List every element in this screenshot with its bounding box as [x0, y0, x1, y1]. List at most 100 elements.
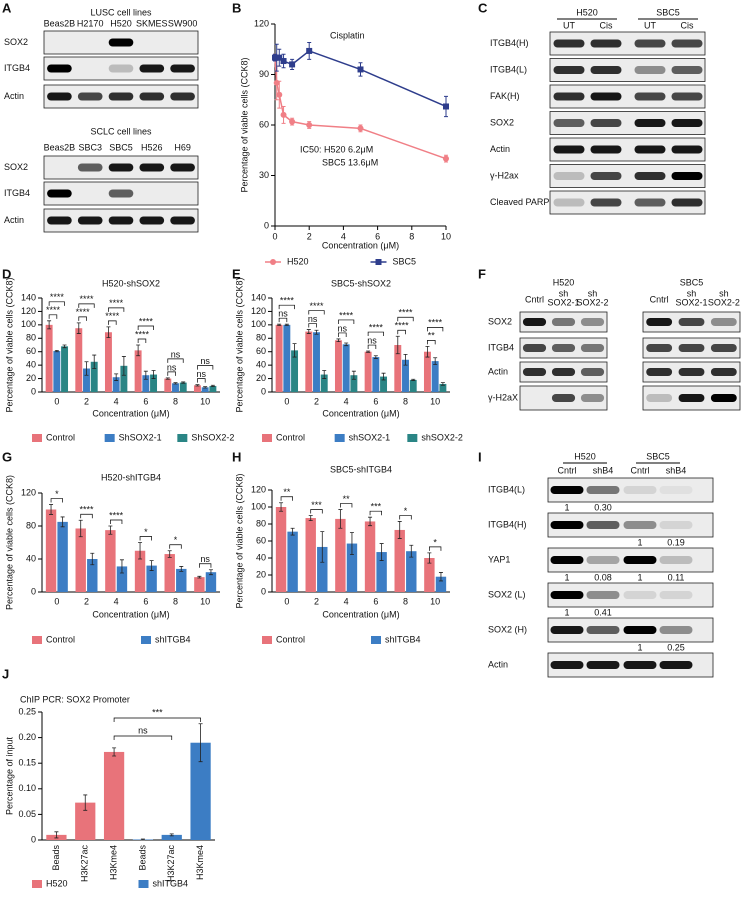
annotation: SBC5 13.6μM — [322, 157, 378, 167]
x-tick-label: 0 — [54, 396, 59, 406]
bar — [376, 552, 387, 592]
quant-label: 1 — [637, 572, 642, 582]
bar — [120, 365, 128, 392]
significance-label: ns — [171, 349, 181, 359]
x-tick-label: 2 — [84, 596, 89, 606]
blot-band — [550, 486, 584, 494]
y-tick-label: 60 — [259, 119, 269, 129]
blot-band — [710, 394, 737, 402]
row-label: SOX2 — [488, 316, 512, 326]
row-label: Actin — [488, 659, 508, 669]
blot-band — [551, 344, 576, 352]
legend-label: shSOX2-2 — [421, 432, 463, 442]
error-bar — [203, 386, 208, 389]
y-tick-label: 0.25 — [18, 706, 36, 716]
group-label: SBC5 — [646, 451, 670, 461]
bar — [150, 374, 158, 392]
blot-band — [553, 172, 585, 180]
panel-letter: D — [2, 266, 11, 281]
lane-label: Beas2B — [44, 18, 76, 28]
x-tick-label: 6 — [375, 231, 380, 241]
bar — [179, 382, 187, 392]
lane-label: sh — [687, 288, 697, 298]
bar — [435, 576, 447, 592]
error-bar — [138, 542, 143, 560]
blot-band — [170, 64, 195, 73]
row-label: SOX2 — [4, 162, 28, 172]
error-bar — [395, 335, 400, 355]
row-label: ITGB4 — [488, 342, 514, 352]
point — [276, 91, 283, 98]
error-bar — [136, 344, 141, 357]
legend-swatch — [104, 434, 115, 442]
row-label: Actin — [4, 215, 24, 225]
x-tick-label: H3K27ac — [80, 845, 90, 883]
significance-label: **** — [50, 292, 65, 302]
y-tick-label: 0 — [31, 386, 36, 396]
x-tick-label: 10 — [200, 396, 210, 406]
quant-label: 1 — [637, 537, 642, 547]
bar — [142, 375, 150, 392]
blot-band — [710, 344, 737, 352]
significance-bracket — [369, 510, 382, 516]
blot-title: LUSC cell lines — [90, 7, 152, 17]
error-bar — [336, 338, 341, 343]
lane-label: UT — [644, 20, 656, 30]
x-tick-label: 8 — [173, 396, 178, 406]
blot-band — [671, 66, 703, 74]
significance-bracket — [50, 498, 63, 503]
significance-bracket — [429, 546, 442, 551]
blot-band — [634, 145, 666, 154]
significance-label: **** — [398, 308, 413, 318]
blot-band — [623, 661, 657, 669]
bar — [164, 554, 175, 592]
x-tick-label: 2 — [314, 596, 319, 606]
y-tick-label: 80 — [26, 520, 36, 530]
significance-label: * — [55, 489, 59, 499]
x-tick-label: 10 — [430, 396, 440, 406]
bar — [317, 546, 328, 592]
chart-title: SBC5-shITGB4 — [330, 464, 392, 474]
x-tick-label: H3Kme4 — [195, 845, 205, 880]
quant-label: 1 — [564, 607, 569, 617]
error-bar — [433, 357, 438, 365]
error-bar — [366, 350, 371, 353]
lane-label: Cntrl — [525, 294, 544, 304]
x-tick-label: 10 — [430, 596, 440, 606]
significance-label: ns — [200, 356, 210, 366]
y-tick-label: 100 — [251, 319, 266, 329]
blot-frame — [549, 111, 706, 135]
bar — [320, 374, 328, 392]
significance-label: *** — [152, 707, 163, 717]
error-bar — [320, 531, 325, 563]
error-bar — [349, 532, 354, 555]
legend-label: shITGB4 — [385, 634, 421, 644]
y-tick-label: 40 — [26, 553, 36, 563]
significance-bracket — [108, 307, 125, 312]
x-tick-label: 0 — [284, 396, 289, 406]
error-bar — [54, 349, 59, 353]
x-tick-label: 0 — [284, 596, 289, 606]
significance-bracket — [197, 378, 206, 383]
y-tick-label: 140 — [21, 292, 36, 302]
y-tick-label: 60 — [26, 346, 36, 356]
x-tick-label: 6 — [143, 396, 148, 406]
error-bar — [425, 345, 430, 358]
blot-title: SBC5 — [680, 277, 704, 287]
error-bar — [151, 370, 156, 379]
bar — [291, 350, 299, 392]
significance-label: **** — [280, 296, 295, 306]
significance-label: **** — [309, 301, 324, 311]
x-tick-label: 8 — [173, 596, 178, 606]
legend-label: shITGB4 — [153, 878, 189, 888]
error-bar — [54, 831, 59, 839]
bar — [380, 376, 388, 392]
blot-band — [522, 368, 547, 376]
y-tick-label: 0.10 — [18, 783, 36, 793]
lane-label: SOX2-1 — [547, 297, 579, 307]
bar — [194, 577, 205, 592]
blot-band — [553, 66, 585, 74]
bar — [134, 350, 142, 392]
significance-label: ** — [283, 487, 291, 497]
point — [306, 47, 313, 54]
